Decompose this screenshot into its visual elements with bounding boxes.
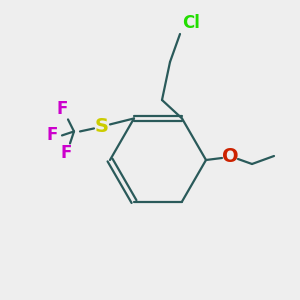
Text: F: F [60,144,72,162]
Text: F: F [46,126,58,144]
Text: Cl: Cl [182,14,200,32]
Text: S: S [95,117,109,136]
Text: F: F [56,100,68,118]
Text: O: O [222,146,238,166]
